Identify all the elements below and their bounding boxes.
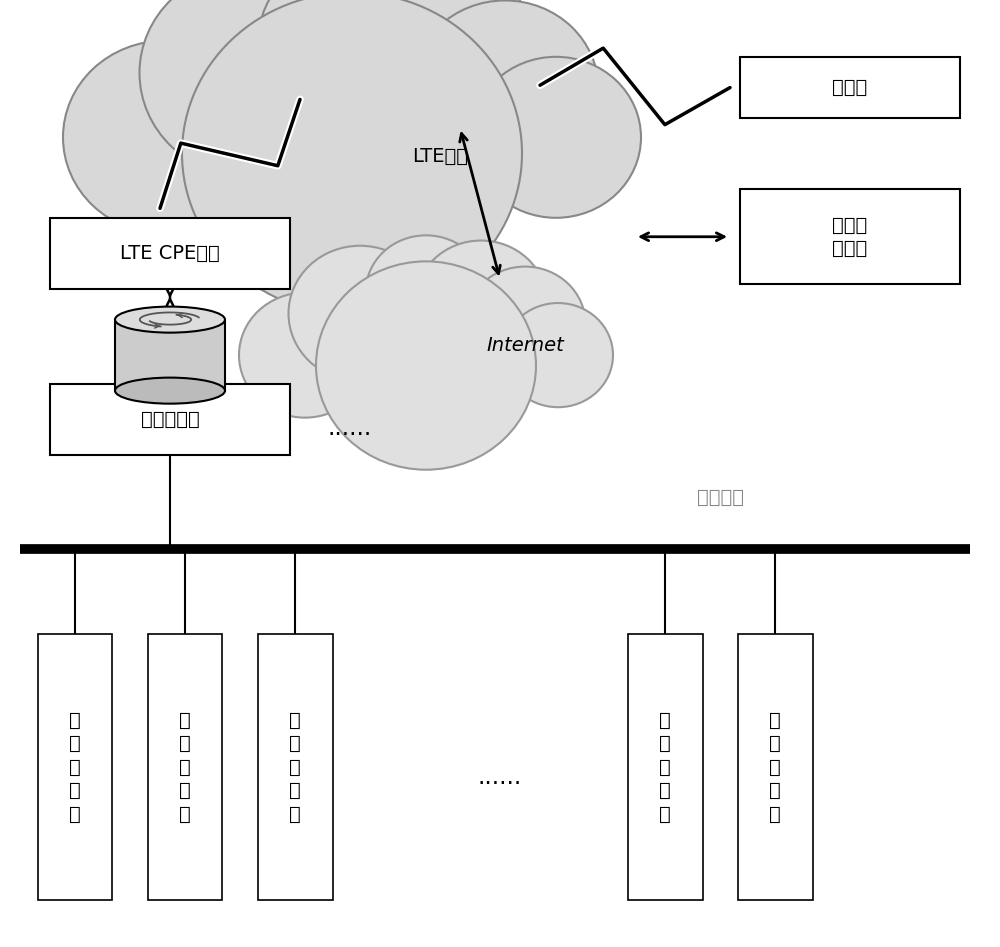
Ellipse shape bbox=[115, 307, 225, 332]
FancyBboxPatch shape bbox=[50, 384, 290, 455]
Text: LTE网络: LTE网络 bbox=[412, 147, 468, 166]
FancyBboxPatch shape bbox=[258, 634, 332, 900]
Text: 客户端: 客户端 bbox=[832, 78, 868, 98]
Circle shape bbox=[465, 267, 586, 381]
Text: 充电桩子站: 充电桩子站 bbox=[141, 409, 199, 429]
Circle shape bbox=[503, 303, 613, 407]
Circle shape bbox=[415, 241, 547, 366]
FancyBboxPatch shape bbox=[50, 218, 290, 289]
Circle shape bbox=[412, 1, 598, 177]
Text: 现场总线: 现场总线 bbox=[696, 488, 744, 507]
Circle shape bbox=[335, 0, 539, 153]
FancyBboxPatch shape bbox=[738, 634, 812, 900]
FancyBboxPatch shape bbox=[38, 634, 112, 900]
Polygon shape bbox=[115, 320, 225, 390]
Circle shape bbox=[63, 41, 267, 234]
Circle shape bbox=[239, 293, 371, 418]
Circle shape bbox=[258, 0, 446, 129]
Circle shape bbox=[366, 235, 487, 349]
FancyBboxPatch shape bbox=[740, 189, 960, 284]
Text: 交
流
充
电
桩: 交 流 充 电 桩 bbox=[659, 710, 671, 824]
Text: ......: ...... bbox=[328, 416, 372, 440]
Circle shape bbox=[289, 245, 432, 381]
Text: 交
流
充
电
桩: 交 流 充 电 桩 bbox=[69, 710, 81, 824]
FancyBboxPatch shape bbox=[628, 634, 702, 900]
Text: 交
流
充
电
桩: 交 流 充 电 桩 bbox=[179, 710, 191, 824]
Text: 远程管
理中心: 远程管 理中心 bbox=[832, 216, 868, 258]
Text: LTE CPE终端: LTE CPE终端 bbox=[120, 243, 220, 263]
Text: 交
流
充
电
桩: 交 流 充 电 桩 bbox=[289, 710, 301, 824]
FancyBboxPatch shape bbox=[740, 57, 960, 118]
Circle shape bbox=[316, 261, 536, 470]
Circle shape bbox=[140, 0, 360, 177]
Text: ......: ...... bbox=[478, 764, 522, 789]
Circle shape bbox=[182, 0, 522, 314]
Ellipse shape bbox=[115, 378, 225, 403]
Text: 交
流
充
电
桩: 交 流 充 电 桩 bbox=[769, 710, 781, 824]
FancyBboxPatch shape bbox=[148, 634, 222, 900]
Text: Internet: Internet bbox=[486, 336, 564, 355]
Circle shape bbox=[471, 57, 641, 218]
